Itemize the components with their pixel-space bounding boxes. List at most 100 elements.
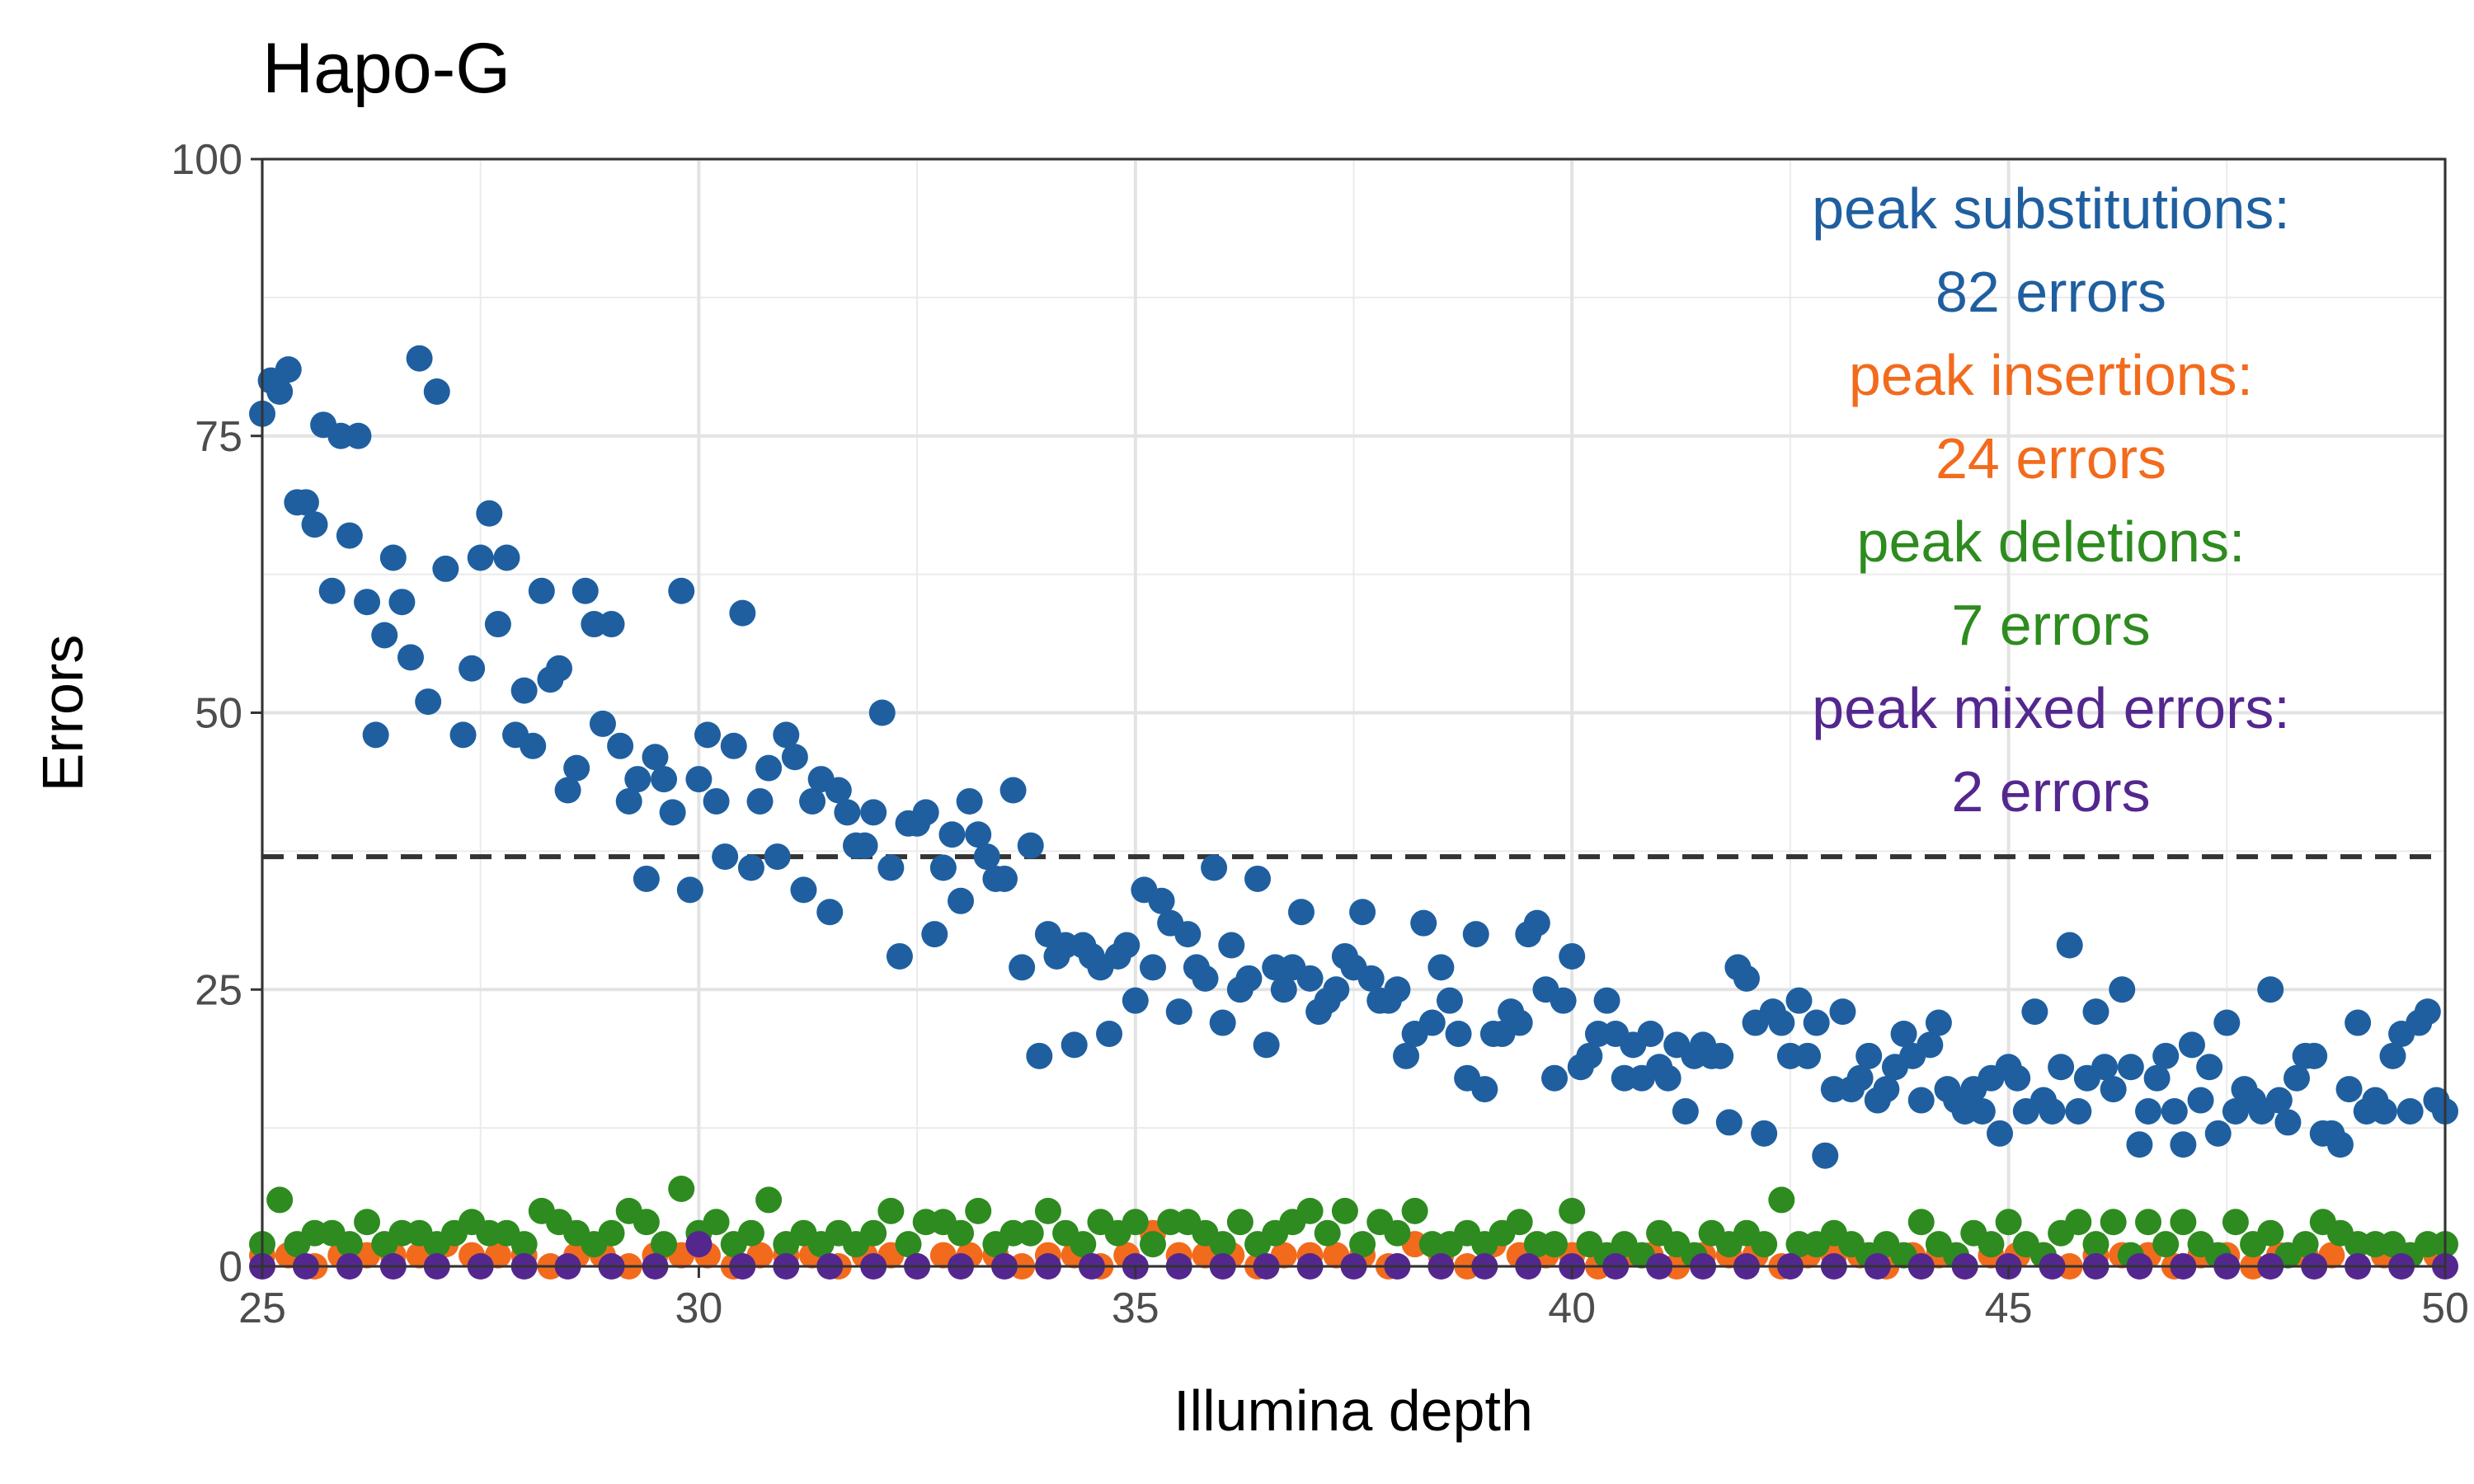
x-tick-label: 50: [2421, 1284, 2469, 1332]
data-point: [1096, 1020, 1123, 1047]
x-tick-label: 35: [1112, 1284, 1159, 1332]
data-point: [2021, 998, 2048, 1026]
data-point: [1139, 1231, 1166, 1258]
data-point: [1785, 987, 1813, 1014]
data-point: [397, 644, 424, 671]
data-point: [999, 777, 1027, 804]
data-point: [1139, 954, 1166, 981]
data-point: [449, 721, 477, 749]
data-point: [1384, 976, 1411, 1003]
data-point: [2170, 1209, 2197, 1236]
data-point: [1113, 932, 1141, 959]
y-tick-label: 25: [195, 966, 242, 1014]
data-point: [1925, 1009, 1952, 1036]
data-point: [1287, 899, 1315, 926]
data-point: [423, 378, 450, 406]
data-point: [1768, 1186, 1795, 1214]
x-tick-label: 25: [238, 1284, 286, 1332]
data-point: [938, 821, 966, 848]
data-point: [799, 787, 826, 815]
data-point: [2187, 1087, 2214, 1114]
data-point: [676, 876, 703, 904]
data-point: [266, 1186, 294, 1214]
data-point: [1654, 1064, 1681, 1092]
data-point: [2152, 1231, 2180, 1258]
data-point: [354, 1209, 381, 1236]
data-point: [825, 777, 852, 804]
data-point: [1070, 1231, 1097, 1258]
data-point: [1462, 921, 1489, 948]
data-point: [737, 1219, 764, 1247]
data-point: [2100, 1076, 2127, 1103]
data-point: [1418, 1009, 1446, 1036]
data-point: [2152, 1042, 2180, 1069]
data-point: [1122, 987, 1149, 1014]
data-point: [1357, 965, 1385, 992]
data-point: [318, 577, 346, 604]
data-point: [379, 544, 407, 571]
data-point: [1968, 1097, 1996, 1125]
data-point: [956, 787, 983, 815]
data-point: [510, 677, 538, 704]
data-point: [737, 854, 764, 881]
data-point: [484, 611, 511, 638]
chart-title: Hapo-G: [262, 29, 510, 108]
data-point: [1026, 1042, 1053, 1069]
data-point: [2196, 1054, 2223, 1081]
data-point: [1296, 1197, 1324, 1224]
data-point: [1506, 1209, 1533, 1236]
data-point: [764, 843, 791, 871]
data-point: [1637, 1020, 1664, 1047]
data-point: [912, 799, 939, 826]
data-point: [520, 732, 547, 759]
data-point: [1323, 976, 1350, 1003]
data-point: [729, 599, 756, 627]
data-point: [510, 1231, 538, 1258]
data-point: [1707, 1042, 1734, 1069]
data-point: [2292, 1231, 2319, 1258]
data-point: [2109, 976, 2136, 1003]
data-point: [2222, 1209, 2249, 1236]
data-point: [755, 1186, 783, 1214]
data-point: [1148, 887, 1175, 914]
data-point: [1384, 1219, 1411, 1247]
data-point: [301, 511, 328, 538]
data-point: [598, 1219, 625, 1247]
data-point: [415, 688, 442, 716]
data-point: [1987, 1120, 2014, 1147]
data-point: [406, 345, 433, 372]
data-point: [921, 921, 948, 948]
annotation-line: 24 errors: [1935, 426, 2166, 491]
data-point: [790, 876, 817, 904]
data-point: [773, 721, 800, 749]
data-point: [1829, 998, 1856, 1026]
data-point: [1331, 1197, 1358, 1224]
data-point: [651, 1231, 678, 1258]
data-point: [1559, 942, 1586, 970]
data-point: [2370, 1097, 2397, 1125]
data-point: [2100, 1209, 2127, 1236]
data-point: [1009, 954, 1036, 981]
data-point: [1471, 1076, 1498, 1103]
data-point: [668, 1175, 695, 1202]
data-point: [2161, 1097, 2188, 1125]
data-point: [2170, 1131, 2197, 1158]
data-point: [1165, 998, 1192, 1026]
data-point: [467, 544, 494, 571]
annotation-line: peak mixed errors:: [1812, 676, 2290, 740]
data-point: [886, 942, 913, 970]
data-point: [1794, 1042, 1822, 1069]
data-point: [2326, 1131, 2354, 1158]
data-point: [2065, 1097, 2092, 1125]
data-point: [2126, 1131, 2153, 1158]
data-point: [2274, 1109, 2302, 1136]
data-point: [362, 721, 389, 749]
data-point: [2039, 1097, 2066, 1125]
data-point: [598, 611, 625, 638]
y-tick-label: 75: [195, 413, 242, 461]
data-point: [685, 1231, 713, 1258]
x-axis-label: Illumina depth: [1174, 1378, 1533, 1443]
data-point: [2004, 1064, 2031, 1092]
annotation-line: 82 errors: [1935, 260, 2166, 324]
peak-annotations: peak substitutions: 82 errors peak inserti…: [1812, 176, 2290, 824]
